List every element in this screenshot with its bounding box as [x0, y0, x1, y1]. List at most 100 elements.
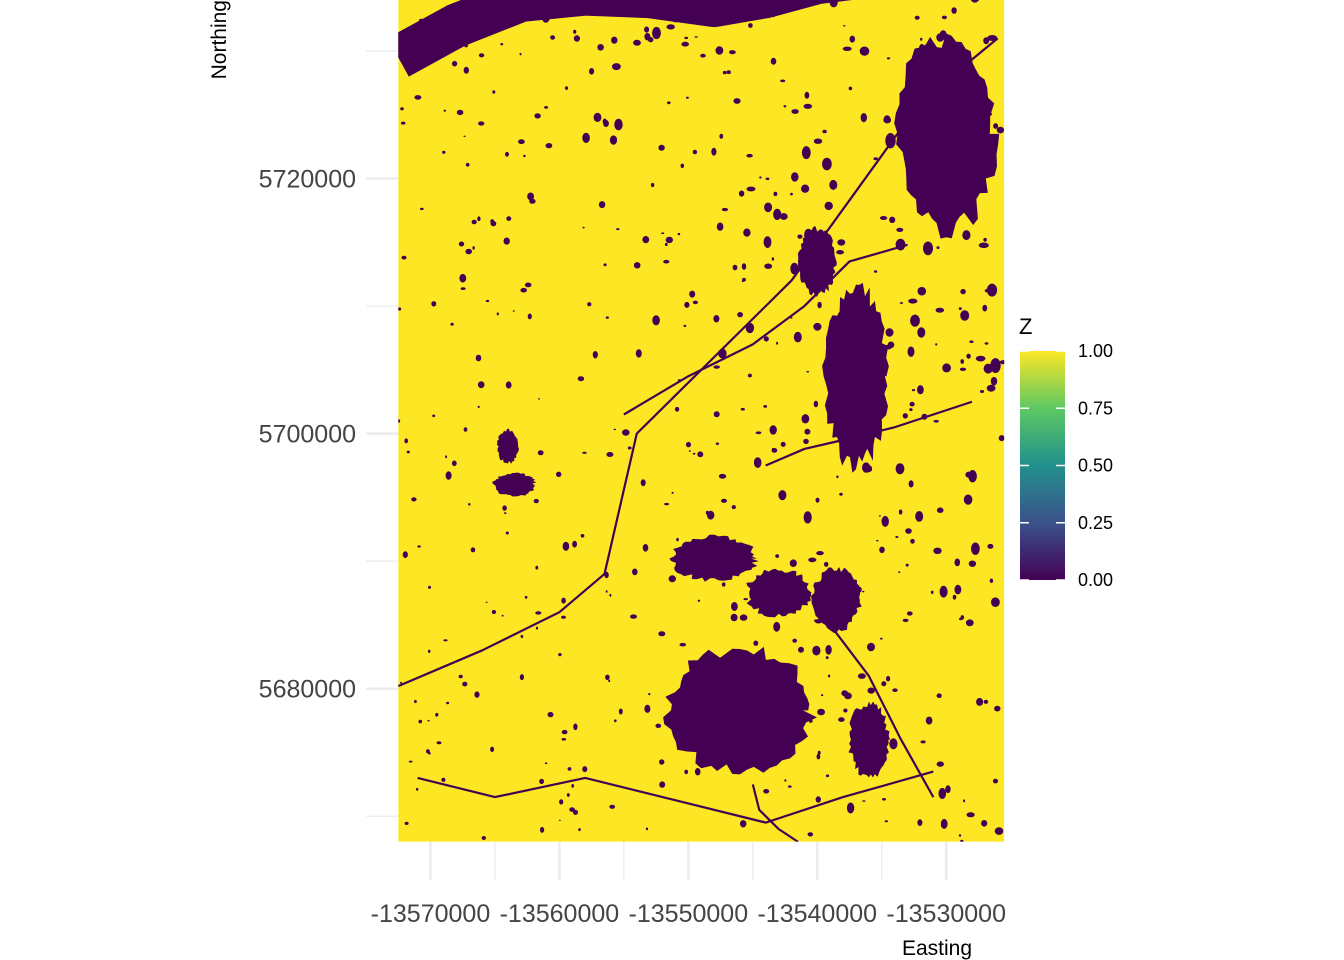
- dark-speckle: [731, 505, 736, 510]
- dark-speckle: [951, 7, 957, 14]
- dark-speckle: [592, 351, 598, 359]
- dark-speckle: [616, 228, 620, 231]
- dark-speckle: [446, 701, 450, 705]
- dark-speckle: [435, 712, 439, 717]
- legend-title: Z: [1019, 314, 1032, 339]
- dark-speckle: [843, 25, 846, 27]
- dark-speckle: [941, 15, 948, 20]
- x-axis-ticks: -13570000 -13560000 -13550000 -13540000 -135…: [371, 900, 1006, 928]
- dark-speckle: [614, 118, 623, 131]
- dark-speckle: [813, 322, 822, 331]
- dark-speckle: [632, 568, 638, 576]
- dark-speckle: [909, 137, 917, 143]
- dark-speckle: [477, 216, 481, 222]
- dark-speckle: [873, 157, 878, 161]
- dark-speckle: [984, 342, 989, 345]
- dark-speckle: [940, 818, 948, 829]
- dark-speckle: [935, 307, 944, 313]
- dark-speckle: [876, 738, 880, 742]
- dark-speckle: [644, 26, 650, 33]
- dark-speckle: [402, 551, 408, 558]
- dark-speckle: [732, 264, 738, 271]
- dark-speckle: [465, 162, 470, 167]
- dark-speckle: [817, 750, 821, 755]
- dark-speckle: [942, 363, 951, 373]
- dark-speckle: [561, 729, 568, 735]
- dark-speckle: [561, 738, 567, 741]
- dark-speckle: [692, 300, 699, 305]
- dark-speckle: [648, 692, 651, 696]
- dark-speckle: [739, 614, 748, 621]
- dark-speckle: [784, 779, 787, 782]
- dark-speckle: [978, 242, 989, 249]
- dark-speckle: [923, 88, 927, 91]
- dark-speckle: [462, 681, 468, 687]
- dark-speckle: [500, 43, 504, 46]
- dark-speckle: [540, 826, 545, 833]
- dark-speckle: [746, 153, 753, 158]
- dark-speckle: [989, 578, 994, 583]
- dark-speckle: [772, 14, 775, 18]
- dark-speckle: [769, 594, 777, 600]
- dark-speckle: [797, 234, 803, 239]
- dark-speckle: [763, 405, 768, 408]
- dark-speckle: [474, 691, 480, 698]
- dark-speckle: [518, 139, 525, 145]
- dark-speckle: [947, 206, 950, 210]
- dark-speckle: [886, 57, 891, 60]
- dark-speckle: [519, 674, 525, 681]
- dark-speckle: [860, 113, 867, 123]
- dark-speckle: [535, 565, 539, 570]
- dark-speckle: [458, 241, 465, 247]
- dark-speckle: [416, 95, 420, 97]
- dark-speckle: [650, 182, 655, 188]
- dark-speckle: [685, 441, 692, 448]
- dark-speckle: [846, 802, 855, 814]
- dark-speckle: [790, 316, 793, 319]
- dark-speckle: [905, 563, 909, 567]
- dark-speckle: [789, 559, 797, 567]
- dark-speckle: [400, 107, 404, 111]
- dark-speckle: [653, 6, 662, 12]
- dark-speckle: [705, 510, 709, 515]
- dark-speckle: [808, 557, 817, 563]
- dark-speckle: [688, 450, 691, 452]
- dark-speckle: [535, 626, 539, 630]
- dark-speckle: [898, 571, 901, 574]
- dark-speckle: [801, 146, 811, 160]
- dark-speckle: [684, 769, 689, 775]
- dark-speckle: [766, 597, 771, 600]
- dark-speckle: [708, 653, 715, 659]
- dark-speckle: [715, 46, 724, 55]
- dark-speckle: [825, 645, 832, 655]
- dark-speckle: [917, 327, 926, 338]
- dark-speckle: [512, 310, 515, 312]
- dark-speckle: [783, 105, 787, 108]
- dark-speckle: [680, 163, 685, 168]
- dark-speckle: [635, 349, 642, 358]
- dark-region: [822, 282, 889, 473]
- dark-speckle: [684, 36, 689, 40]
- dark-speckle: [418, 719, 423, 724]
- dark-speckle: [856, 586, 862, 593]
- dark-speckle: [885, 133, 896, 149]
- dark-speckle: [812, 645, 821, 656]
- dark-speckle: [902, 618, 909, 623]
- dark-speckle: [816, 753, 821, 760]
- dark-speckle: [839, 492, 843, 496]
- dark-speckle: [400, 681, 403, 684]
- dark-speckle: [627, 446, 632, 450]
- dark-speckle: [864, 769, 867, 771]
- dark-speckle: [911, 389, 916, 392]
- dark-speckle: [974, 138, 985, 154]
- dark-speckle: [965, 619, 974, 627]
- dark-speckle: [692, 149, 698, 155]
- dark-speckle: [829, 179, 838, 190]
- dark-speckle: [991, 597, 1000, 607]
- dark-speckle: [910, 538, 915, 544]
- dark-speckle: [954, 584, 962, 595]
- dark-speckle: [580, 534, 585, 538]
- dark-speckle: [721, 207, 729, 212]
- dark-speckle: [756, 583, 763, 591]
- dark-speckle: [825, 656, 829, 660]
